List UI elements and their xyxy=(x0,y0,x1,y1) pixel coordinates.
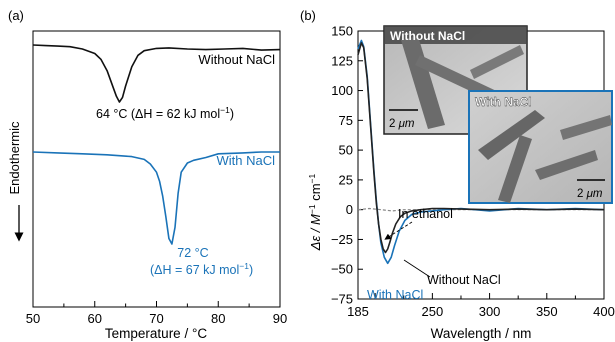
b-y-tick-label: −50 xyxy=(331,262,353,277)
b-y-tick-label: 100 xyxy=(331,83,353,98)
b-x-tick-label: 350 xyxy=(536,304,558,319)
b-y-tick-label: 25 xyxy=(339,172,353,187)
dsc-line-with-nacl xyxy=(32,151,280,245)
panel-a-label: (a) xyxy=(8,8,24,23)
ribbon-7 xyxy=(535,150,598,180)
in-ethanol-label: In ethanol xyxy=(398,207,453,221)
b-y-tick-label: 75 xyxy=(339,113,353,128)
endothermic-label: Endothermic xyxy=(7,121,22,194)
a-x-tick-label: 90 xyxy=(273,311,287,326)
panel-a-xlabel: Temperature / °C xyxy=(105,326,207,341)
dsc-line-without-nacl xyxy=(32,44,281,103)
b-y-tick-label: 125 xyxy=(331,53,353,68)
cd-line-without-nacl xyxy=(357,42,605,254)
a-x-tick-label: 60 xyxy=(88,311,102,326)
panel-a-series xyxy=(32,44,281,245)
panel-b-xlabel: Wavelength / nm xyxy=(431,326,532,341)
panel-b-label: (b) xyxy=(300,8,316,23)
panel-b-cd-chart: (b) Δε / M−1 cm−1 −75 −50 −25 0 25 50 75 100 125… xyxy=(300,8,615,341)
tem-inset-with-nacl: With NaCl 2 μm xyxy=(468,90,613,204)
tem-inset-without-nacl: Without NaCl 2 μm xyxy=(383,25,528,135)
inset-1-title: Without NaCl xyxy=(390,29,465,43)
panel-b-series xyxy=(357,39,605,265)
without-nacl-label-b: Without NaCl xyxy=(427,273,501,287)
inset-1-scale-label: 2 μm xyxy=(389,118,415,130)
inset-2-scale-label: 2 μm xyxy=(577,188,603,200)
without-nacl-leader xyxy=(403,259,431,278)
b-x-tick-label: 300 xyxy=(479,304,501,319)
b-x-tick-label: 250 xyxy=(422,304,444,319)
panel-b-ylabel: Δε / M−1 cm−1 xyxy=(307,174,323,252)
b-y-tick-label: −75 xyxy=(331,292,353,307)
with-nacl-label-a: With NaCl xyxy=(216,153,275,168)
a-x-tick-label: 80 xyxy=(211,311,225,326)
panel-a-dsc-chart: (a) Endothermic 50 60 70 80 90 Without NaCl … xyxy=(7,8,287,341)
b-y-tick-label: 50 xyxy=(339,143,353,158)
a-x-tick-label: 50 xyxy=(26,311,40,326)
panel-a-ylabel: Endothermic xyxy=(7,121,24,242)
b-y-tick-label: −25 xyxy=(331,232,353,247)
inset-1-dark-band xyxy=(384,26,527,44)
a-x-tick-label: 70 xyxy=(149,311,163,326)
b-x-tick-label: 400 xyxy=(593,304,615,319)
with-nacl-label-b: With NaCl xyxy=(367,288,423,302)
with-peak-dh: (ΔH = 67 kJ mol−1) xyxy=(150,261,253,277)
inset-2-title: With NaCl xyxy=(475,95,532,109)
ribbon-8 xyxy=(560,115,612,140)
ribbon-5 xyxy=(478,110,545,160)
b-y-tick-label: 150 xyxy=(331,24,353,39)
b-x-tick-label: 185 xyxy=(347,304,369,319)
with-peak-temp: 72 °C xyxy=(177,246,208,260)
without-peak-annotation: 64 °C (ΔH = 62 kJ mol−1) xyxy=(96,105,234,121)
panel-a-x-ticks: 50 60 70 80 90 xyxy=(26,301,287,326)
b-y-tick-label: 0 xyxy=(346,202,353,217)
ribbon-3 xyxy=(470,45,524,79)
ribbon-6 xyxy=(498,135,532,203)
ribbon-1 xyxy=(401,36,445,129)
without-nacl-label-a: Without NaCl xyxy=(198,52,275,67)
